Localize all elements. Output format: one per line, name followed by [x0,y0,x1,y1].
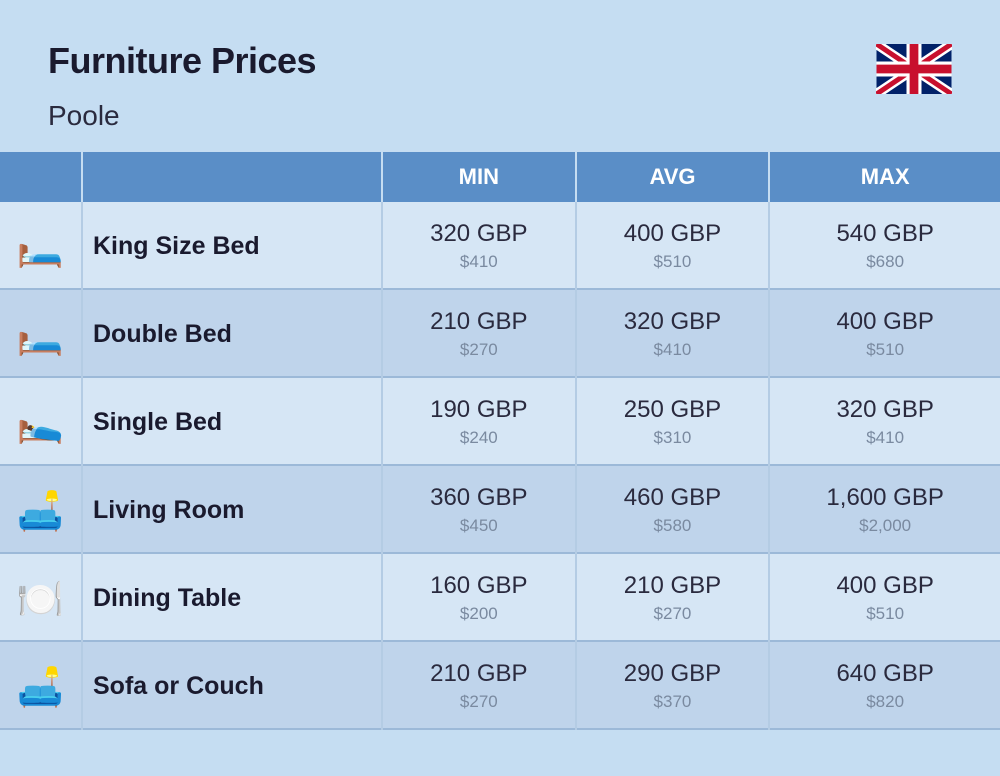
price-max: 400 GBP $510 [769,289,1000,377]
avg-usd: $580 [577,516,769,536]
max-usd: $820 [770,692,1000,712]
price-table: MIN AVG MAX 🛏️King Size Bed320 GBP$41040… [0,152,1000,730]
price-avg: 290 GBP $370 [576,641,770,729]
single-bed-icon: 🛌 [0,377,82,465]
price-avg: 320 GBP $410 [576,289,770,377]
avg-gbp: 460 GBP [577,484,769,512]
header-avg: AVG [576,152,770,202]
max-usd: $410 [770,428,1000,448]
price-max: 640 GBP $820 [769,641,1000,729]
price-min: 210 GBP $270 [382,289,576,377]
table-row: 🛏️King Size Bed320 GBP $410400 GBP $510540… [0,202,1000,289]
price-max: 400 GBP $510 [769,553,1000,641]
max-gbp: 320 GBP [770,396,1000,424]
min-usd: $450 [383,516,575,536]
table-row: 🛏️Double Bed210 GBP $270320 GBP $410400 GB… [0,289,1000,377]
row-label: Dining Table [82,553,382,641]
max-gbp: 540 GBP [770,220,1000,248]
price-avg: 460 GBP $580 [576,465,770,553]
table-header-row: MIN AVG MAX [0,152,1000,202]
min-usd: $200 [383,604,575,624]
max-usd: $680 [770,252,1000,272]
avg-usd: $510 [577,252,769,272]
living-room-icon: 🛋️ [0,465,82,553]
header-icon-col [0,152,82,202]
king-bed-icon: 🛏️ [0,202,82,289]
min-usd: $240 [383,428,575,448]
min-usd: $410 [383,252,575,272]
min-usd: $270 [383,692,575,712]
price-max: 1,600 GBP $2,000 [769,465,1000,553]
row-label: Sofa or Couch [82,641,382,729]
avg-usd: $370 [577,692,769,712]
price-min: 190 GBP $240 [382,377,576,465]
avg-gbp: 290 GBP [577,660,769,688]
avg-usd: $410 [577,340,769,360]
avg-usd: $310 [577,428,769,448]
max-usd: $510 [770,340,1000,360]
table-row: 🛋️Living Room360 GBP $450460 GBP $5801,600… [0,465,1000,553]
min-gbp: 320 GBP [383,220,575,248]
table-row: 🛋️Sofa or Couch210 GBP $270290 GBP $370640… [0,641,1000,729]
row-label: Living Room [82,465,382,553]
avg-gbp: 250 GBP [577,396,769,424]
header-min: MIN [382,152,576,202]
header: Furniture Prices Poole [0,0,1000,152]
avg-gbp: 210 GBP [577,572,769,600]
price-min: 320 GBP $410 [382,202,576,289]
price-max: 320 GBP $410 [769,377,1000,465]
header-label-col [82,152,382,202]
max-gbp: 400 GBP [770,308,1000,336]
title-block: Furniture Prices Poole [48,40,316,132]
price-min: 210 GBP $270 [382,641,576,729]
max-gbp: 1,600 GBP [770,484,1000,512]
max-gbp: 400 GBP [770,572,1000,600]
price-max: 540 GBP $680 [769,202,1000,289]
min-gbp: 160 GBP [383,572,575,600]
min-gbp: 360 GBP [383,484,575,512]
price-min: 360 GBP $450 [382,465,576,553]
row-label: King Size Bed [82,202,382,289]
price-min: 160 GBP $200 [382,553,576,641]
uk-flag-icon [876,44,952,94]
header-max: MAX [769,152,1000,202]
avg-gbp: 320 GBP [577,308,769,336]
max-usd: $2,000 [770,516,1000,536]
min-gbp: 210 GBP [383,308,575,336]
double-bed-icon: 🛏️ [0,289,82,377]
max-usd: $510 [770,604,1000,624]
min-gbp: 190 GBP [383,396,575,424]
min-usd: $270 [383,340,575,360]
page-title: Furniture Prices [48,40,316,82]
price-avg: 400 GBP $510 [576,202,770,289]
dining-table-icon: 🍽️ [0,553,82,641]
table-row: 🛌Single Bed190 GBP $240250 GBP $310320 GBP… [0,377,1000,465]
max-gbp: 640 GBP [770,660,1000,688]
min-gbp: 210 GBP [383,660,575,688]
sofa-icon: 🛋️ [0,641,82,729]
avg-gbp: 400 GBP [577,220,769,248]
price-avg: 210 GBP $270 [576,553,770,641]
table-row: 🍽️Dining Table160 GBP $200210 GBP $270400 … [0,553,1000,641]
page-subtitle: Poole [48,100,316,132]
row-label: Single Bed [82,377,382,465]
row-label: Double Bed [82,289,382,377]
price-avg: 250 GBP $310 [576,377,770,465]
avg-usd: $270 [577,604,769,624]
